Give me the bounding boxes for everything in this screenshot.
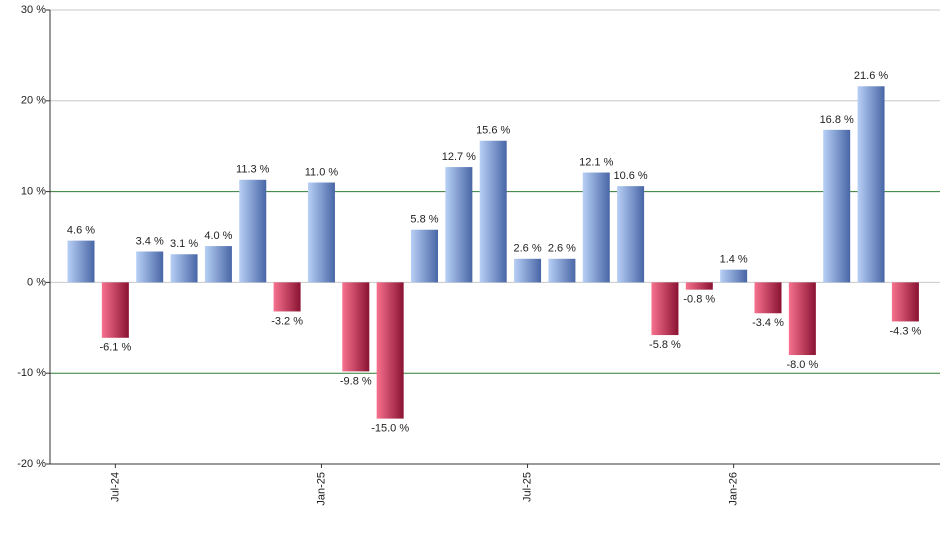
y-tick-label: -20 % — [17, 458, 46, 470]
value-label: 5.8 % — [410, 214, 438, 226]
bar — [376, 282, 404, 419]
value-label: 4.6 % — [67, 225, 95, 237]
bar — [514, 258, 542, 283]
y-tick-label: 30 % — [21, 4, 46, 16]
bar — [445, 167, 473, 283]
bar — [720, 269, 748, 283]
bar — [342, 282, 370, 372]
value-label: -8.0 % — [786, 359, 818, 371]
bar — [891, 282, 919, 322]
value-label: -3.2 % — [271, 315, 303, 327]
value-label: 1.4 % — [720, 254, 748, 266]
value-label: -5.8 % — [649, 339, 681, 351]
value-label: 10.6 % — [613, 170, 647, 182]
y-tick-label: 10 % — [21, 186, 46, 198]
bar — [685, 282, 713, 290]
value-label: -9.8 % — [340, 375, 372, 387]
y-tick-label: -10 % — [17, 367, 46, 379]
value-label: 15.6 % — [476, 125, 510, 137]
value-label: 11.3 % — [236, 164, 270, 176]
bar — [617, 186, 645, 283]
x-tick-label: Jan-25 — [315, 472, 327, 506]
bar — [273, 282, 301, 312]
value-label: -3.4 % — [752, 317, 784, 329]
value-label: 2.6 % — [548, 243, 576, 255]
y-tick-label: 20 % — [21, 95, 46, 107]
value-label: -15.0 % — [371, 423, 409, 435]
x-tick-label: Jul-25 — [521, 472, 533, 502]
value-label: 3.4 % — [136, 235, 164, 247]
bar — [548, 258, 576, 283]
value-label: 11.0 % — [305, 166, 339, 178]
bar — [823, 129, 851, 283]
value-label: -0.8 % — [683, 294, 715, 306]
bar — [788, 282, 816, 356]
bar — [479, 140, 507, 283]
value-label: 16.8 % — [820, 114, 854, 126]
value-label: 3.1 % — [170, 238, 198, 250]
value-label: 21.6 % — [854, 70, 888, 82]
bar — [101, 282, 129, 338]
bar — [136, 251, 164, 283]
value-label: 12.7 % — [442, 151, 476, 163]
x-tick-label: Jul-24 — [109, 472, 121, 502]
x-tick-label: Jan-26 — [728, 472, 740, 506]
bar — [857, 86, 885, 283]
bar — [411, 229, 438, 283]
bar — [204, 246, 232, 283]
y-tick-label: 0 % — [27, 276, 46, 288]
value-label: 12.1 % — [579, 156, 613, 168]
bar — [651, 282, 679, 336]
bar — [754, 282, 782, 314]
value-label: 4.0 % — [204, 230, 232, 242]
bar — [307, 182, 335, 283]
bar — [239, 179, 267, 283]
bar — [170, 254, 198, 283]
value-label: 2.6 % — [513, 243, 541, 255]
bar — [582, 172, 610, 283]
value-label: -4.3 % — [890, 325, 922, 337]
bar — [67, 240, 95, 283]
value-label: -6.1 % — [99, 342, 131, 354]
